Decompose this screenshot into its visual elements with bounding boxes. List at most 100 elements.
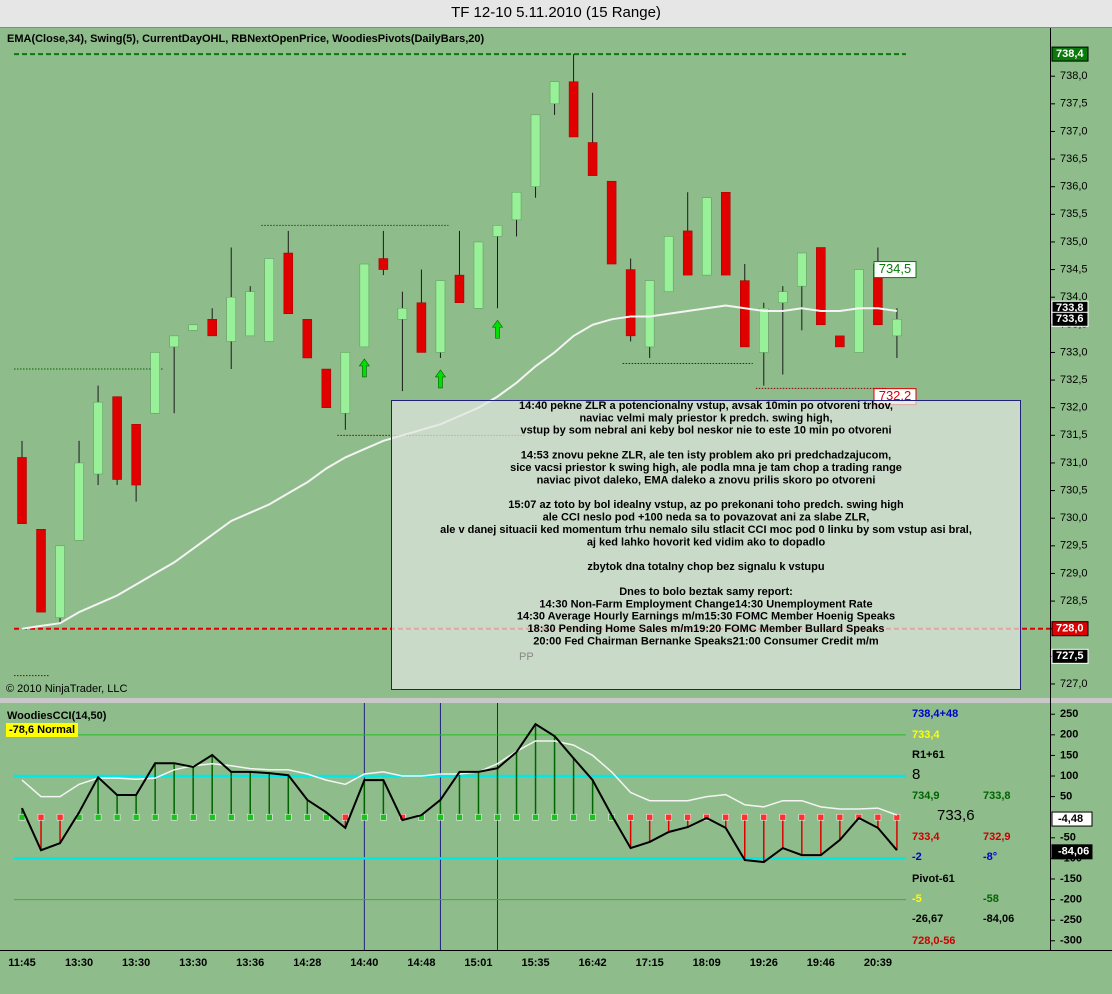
x-tick-label: 13:30 — [65, 957, 93, 969]
zero-marker — [532, 813, 539, 821]
y-tick-label: 727,0 — [1060, 678, 1088, 690]
zero-marker — [475, 813, 482, 821]
candle-body — [321, 368, 332, 408]
candle-body — [492, 225, 503, 237]
cci-info: 8 — [912, 766, 920, 783]
cci-info: 732,9 — [983, 831, 1011, 843]
price-marker-label: 727,5 — [1056, 650, 1084, 662]
chart-title: TF 12-10 5.11.2010 (15 Range) — [451, 4, 661, 21]
y-tick-label: -250 — [1060, 914, 1082, 926]
level-box — [1051, 46, 1089, 62]
candle-body — [816, 247, 826, 326]
candle-body — [606, 180, 617, 265]
cci-status: -78,6 Normal — [9, 724, 75, 736]
zero-marker — [380, 813, 387, 821]
cci-line — [21, 722, 898, 864]
candle-body — [530, 114, 541, 187]
indicator-list: EMA(Close,34), Swing(5), CurrentDayOHL, … — [7, 33, 485, 45]
candle-body — [245, 291, 255, 337]
annotation-box — [873, 261, 917, 279]
candle-body — [397, 308, 408, 320]
x-tick-label: 18:09 — [693, 957, 721, 969]
x-tick-label: 14:40 — [350, 957, 378, 969]
candle-body — [778, 291, 788, 303]
candle-body — [701, 197, 712, 276]
y-tick-label: -300 — [1060, 935, 1082, 947]
note-line: ale CCI neslo pod +100 neda sa to povazo… — [543, 512, 870, 524]
price-marker-label: 733,8 — [1056, 302, 1084, 314]
note-line: ale v danej situacii ked momentum trhu n… — [440, 524, 972, 536]
candle-body — [797, 252, 807, 287]
x-tick-label: 17:15 — [636, 957, 664, 969]
zero-marker — [18, 813, 26, 821]
note-line: 14:40 pekne ZLR a potencionalny vstup, a… — [519, 400, 893, 412]
cci-info: -26,67 — [912, 913, 943, 925]
candle-body — [511, 191, 522, 221]
candle-body — [473, 241, 484, 309]
zero-marker — [570, 813, 577, 821]
zero-marker — [246, 813, 254, 821]
candle-body — [74, 462, 84, 541]
note-line: vstup by som nebral ani keby bol neskor … — [520, 425, 891, 437]
x-tick-label: 15:35 — [521, 957, 549, 969]
zero-marker — [361, 813, 368, 821]
zero-marker — [437, 813, 444, 821]
note-line: 15:07 az toto by bol idealny vstup, az p… — [508, 499, 904, 511]
candle-body — [283, 252, 294, 315]
y-tick-label: 731,5 — [1060, 429, 1088, 441]
x-tick-label: 13:30 — [122, 957, 150, 969]
note-line: sice vacsi priestor k swing high, ale po… — [510, 462, 902, 474]
note-line: 14:53 znovu pekne ZLR, ale ten isty prob… — [521, 450, 891, 462]
note-line: 14:30 Non-Farm Employment Change14:30 Un… — [539, 598, 872, 610]
zero-marker — [589, 813, 596, 821]
y-tick-label: 731,0 — [1060, 457, 1088, 469]
candle-body — [663, 236, 674, 292]
zero-marker — [874, 813, 882, 821]
zero-marker — [132, 813, 140, 821]
zero-marker — [304, 813, 311, 821]
y-tick-label: -200 — [1060, 893, 1082, 905]
x-tick-label: 14:28 — [293, 957, 321, 969]
zero-marker — [760, 813, 768, 821]
candle-body — [36, 529, 46, 613]
note-line: 18:30 Pending Home Sales m/m19:20 FOMC M… — [527, 623, 884, 635]
zero-marker — [189, 813, 197, 821]
candle-body — [644, 280, 655, 348]
price-marker-label: 733,6 — [1056, 313, 1084, 325]
signal-arrow — [491, 319, 504, 339]
annotation: 732,2 — [879, 388, 912, 403]
y-tick-label: 735,5 — [1060, 208, 1088, 220]
note-line: naviac velmi maly priestor k predch. swi… — [579, 412, 832, 424]
zero-marker — [494, 813, 501, 821]
zero-marker — [151, 813, 159, 821]
copyright: © 2010 NinjaTrader, LLC — [6, 683, 127, 695]
level-label: 728,0 — [1056, 623, 1084, 635]
pp-label: PP — [519, 651, 534, 663]
signal-arrow — [434, 369, 447, 389]
price-marker-box — [1051, 648, 1089, 664]
note-box — [391, 400, 1021, 690]
candle-body — [720, 191, 731, 276]
zero-marker — [113, 813, 121, 821]
time-axis — [0, 950, 1112, 994]
candle-body — [759, 308, 769, 353]
zero-marker — [208, 813, 216, 821]
cci-info: Pivot-61 — [912, 873, 955, 885]
cci-info: R1+61 — [912, 749, 945, 761]
panel-separator — [0, 698, 1112, 703]
y-tick-label: 50 — [1060, 791, 1072, 803]
y-tick-label: 150 — [1060, 749, 1078, 761]
zero-marker — [551, 813, 558, 821]
cci-title: WoodiesCCI(14,50) — [7, 710, 107, 722]
x-tick-label: 16:42 — [579, 957, 607, 969]
cci-info: 734,9 — [912, 790, 940, 802]
zero-marker — [513, 813, 520, 821]
cci-marker-label: -4,48 — [1058, 813, 1083, 825]
cci-info: 733,4 — [912, 729, 940, 741]
candle-body — [17, 457, 27, 524]
zero-marker — [893, 813, 901, 821]
candle-body — [302, 319, 313, 359]
candle-body — [150, 352, 160, 414]
status-box — [6, 723, 78, 737]
